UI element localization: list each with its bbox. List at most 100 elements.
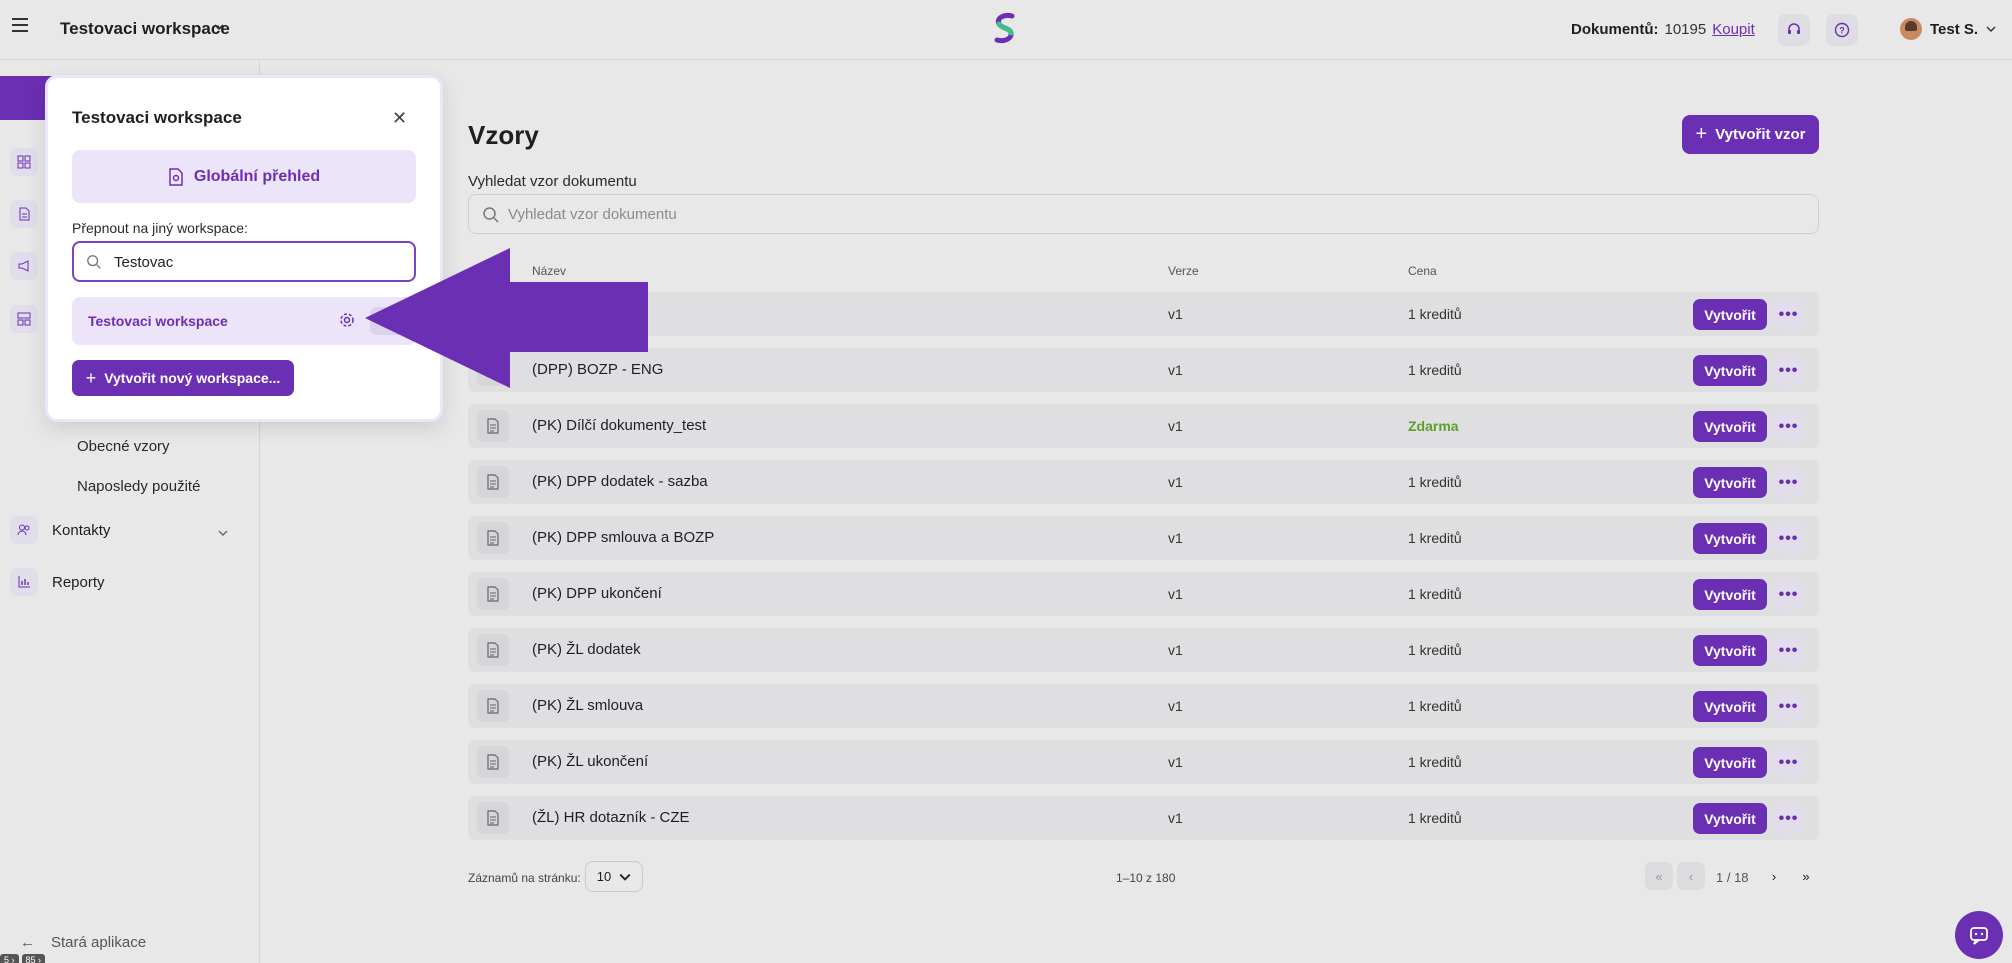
sidebar-item-recently-used[interactable]: Naposledy použité [77,478,201,495]
more-options-icon[interactable]: ••• [1773,747,1804,778]
more-options-icon[interactable]: ••• [1773,635,1804,666]
workspace-search-input[interactable]: Testovac [72,241,416,282]
more-options-icon[interactable]: ••• [1773,467,1804,498]
close-icon[interactable]: ✕ [392,108,408,128]
table-row[interactable]: (PK) ŽL dodatek v1 1 kreditů Vytvořit ••• [468,628,1819,672]
templates-icon[interactable] [10,305,38,333]
user-menu[interactable]: Test S. [1900,18,1996,40]
sidebar-item-general-templates[interactable]: Obecné vzory [77,438,170,455]
create-document-button[interactable]: Vytvořit [1693,635,1767,666]
chevron-down-icon[interactable] [218,528,228,538]
table-row[interactable]: (PK) ŽL ukončení v1 1 kreditů Vytvořit ••• [468,740,1819,784]
badge: 5 › [0,954,19,963]
table-row[interactable]: v1 1 kreditů Vytvořit ••• [468,292,1819,336]
template-name[interactable]: (PK) DPP smlouva a BOZP [532,529,715,546]
template-name[interactable]: (PK) DPP dodatek - sazba [532,473,708,490]
next-page-button[interactable]: › [1771,868,1777,884]
template-price: 1 kreditů [1408,810,1462,826]
sidebar-item-label: Kontakty [52,521,111,539]
create-document-button[interactable]: Vytvořit [1693,467,1767,498]
template-version: v1 [1168,586,1183,602]
gear-icon[interactable] [338,311,356,329]
create-template-button[interactable]: + Vytvořit vzor [1682,115,1819,154]
search-label: Vyhledat vzor dokumentu [468,173,637,190]
more-options-icon[interactable]: ••• [1773,803,1804,834]
plus-icon: + [1695,123,1708,145]
support-button[interactable] [1778,14,1810,46]
template-name[interactable]: (PK) ŽL smlouva [532,697,644,714]
template-price: 1 kreditů [1408,306,1462,322]
template-price: 1 kreditů [1408,362,1462,378]
create-document-button[interactable]: Vytvořit [1693,691,1767,722]
column-header-price[interactable]: Cena [1408,264,1437,278]
old-app-link[interactable]: ← Stará aplikace [20,934,146,951]
template-name[interactable]: (PK) Dílčí dokumenty_test [532,417,707,434]
more-options-icon[interactable]: ••• [1773,355,1804,386]
table-row[interactable]: (DPP) BOZP - ENG v1 1 kreditů Vytvořit ••• [468,348,1819,392]
table-row[interactable]: (PK) ŽL smlouva v1 1 kreditů Vytvořit ••• [468,684,1819,728]
megaphone-icon[interactable] [10,252,38,280]
template-version: v1 [1168,418,1183,434]
menu-icon[interactable] [12,18,28,32]
template-name[interactable]: (PK) ŽL ukončení [532,753,649,770]
document-icon[interactable] [10,200,38,228]
more-options-icon[interactable]: ••• [1773,411,1804,442]
template-version: v1 [1168,810,1183,826]
sidebar-item-label: Reporty [52,573,105,591]
document-count-value: 10195 [1664,21,1707,38]
create-document-button[interactable]: Vytvořit [1693,411,1767,442]
global-overview-label: Globální přehled [193,167,321,185]
more-options-icon[interactable]: ••• [1773,691,1804,722]
per-page-value: 10 [596,869,612,884]
global-overview-button[interactable]: Globální přehled [72,150,416,203]
buy-link[interactable]: Koupit [1712,21,1755,38]
template-price: 1 kreditů [1408,586,1462,602]
more-options-icon[interactable]: ••• [1773,523,1804,554]
help-button[interactable]: ? [1826,14,1858,46]
template-search-input[interactable]: Vyhledat vzor dokumentu [468,194,1819,234]
document-icon [477,410,509,442]
sidebar-item-contacts[interactable]: Kontakty [10,516,110,544]
new-workspace-button[interactable]: + Vytvořit nový workspace... [72,360,294,396]
template-name[interactable]: (DPP) BOZP - ENG [532,361,664,378]
template-version: v1 [1168,642,1183,658]
template-name[interactable]: (ŽL) HR dotazník - CZE [532,809,690,826]
new-workspace-label: Vytvořit nový workspace... [104,370,281,386]
workspace-list-item[interactable]: Testovaci workspace [72,297,416,345]
column-header-version[interactable]: Verze [1168,264,1199,278]
app-logo[interactable] [990,12,1020,46]
more-options-icon[interactable]: ••• [1773,579,1804,610]
create-document-button[interactable]: Vytvořit [1693,579,1767,610]
table-row[interactable]: (PK) DPP smlouva a BOZP v1 1 kreditů Vytvoř… [468,516,1819,560]
contacts-icon [10,516,38,544]
more-options-icon[interactable]: ••• [1773,299,1804,330]
table-row[interactable]: (ŽL) HR dotazník - CZE v1 1 kreditů Vytvoři… [468,796,1819,840]
per-page-select[interactable]: 10 [585,861,643,892]
user-name: Test S. [1930,20,1979,38]
sidebar-item-reports[interactable]: Reporty [10,568,105,596]
template-name[interactable]: (PK) DPP ukončení [532,585,662,602]
workspace-popup: Testovaci workspace ✕ Globální přehled P… [45,75,443,422]
first-page-button[interactable]: « [1645,862,1673,890]
last-page-button[interactable]: » [1802,868,1810,884]
table-row[interactable]: (PK) DPP dodatek - sazba v1 1 kreditů Vytvo… [468,460,1819,504]
workspace-switcher-label[interactable]: Testovaci workspace [60,19,230,38]
template-name[interactable]: (PK) ŽL dodatek [532,641,641,658]
headset-icon [1788,23,1800,34]
table-row[interactable]: (PK) DPP ukončení v1 1 kreditů Vytvořit ••• [468,572,1819,616]
create-document-button[interactable]: Vytvořit [1693,803,1767,834]
chat-button[interactable] [1955,911,2003,959]
create-document-button[interactable]: Vytvořit [1693,523,1767,554]
chevron-down-icon[interactable] [214,22,224,32]
create-document-button[interactable]: Vytvořit [1693,355,1767,386]
dashboard-icon[interactable] [10,148,38,176]
arrow-left-icon: ← [20,934,35,951]
create-document-button[interactable]: Vytvořit [1693,747,1767,778]
column-header-name[interactable]: Název [532,264,567,278]
table-row[interactable]: (PK) Dílčí dokumenty_test v1 Zdarma Vytvoři… [468,404,1819,448]
prev-page-button[interactable]: ‹ [1677,862,1705,890]
create-document-button[interactable]: Vytvořit [1693,299,1767,330]
pagination-range: 1–10 z 180 [1116,871,1176,885]
annotation-arrow [365,248,648,388]
template-version: v1 [1168,530,1183,546]
